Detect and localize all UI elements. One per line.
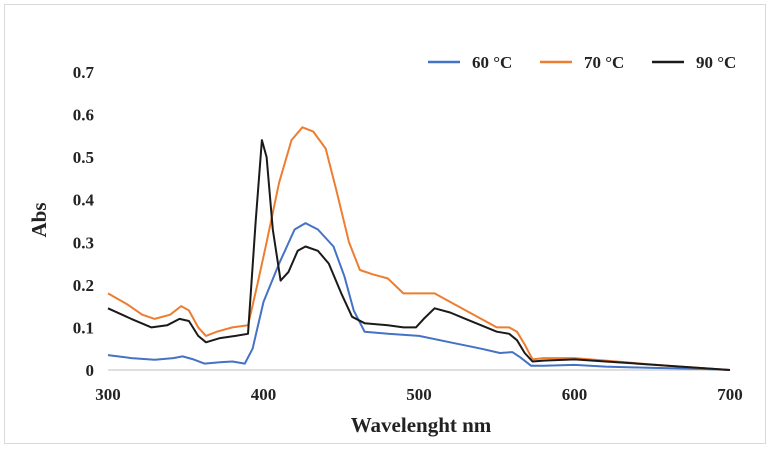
y-tick-label: 0.2 bbox=[73, 276, 94, 295]
series-line-2 bbox=[107, 139, 731, 371]
x-axis-title: Wavelenght nm bbox=[351, 413, 492, 437]
x-tick-label: 500 bbox=[406, 385, 432, 404]
y-tick-label: 0.7 bbox=[73, 63, 95, 82]
y-tick-label: 0.5 bbox=[73, 148, 94, 167]
y-axis-title: Abs bbox=[27, 202, 51, 237]
x-tick-label: 300 bbox=[95, 385, 121, 404]
legend: 60 °C 70 °C 90 °C bbox=[428, 53, 736, 72]
x-tick-label: 700 bbox=[717, 385, 743, 404]
y-tick-label: 0.6 bbox=[73, 106, 94, 125]
legend-label: 70 °C bbox=[584, 53, 624, 72]
legend-label: 60 °C bbox=[472, 53, 512, 72]
chart-frame bbox=[4, 4, 766, 444]
x-tick-label: 600 bbox=[562, 385, 588, 404]
series-layer bbox=[107, 126, 731, 371]
y-tick-label: 0.1 bbox=[73, 318, 94, 337]
y-tick-label: 0.3 bbox=[73, 233, 94, 252]
legend-label: 90 °C bbox=[696, 53, 736, 72]
series-line-1 bbox=[107, 126, 731, 371]
y-tick-label: 0 bbox=[86, 361, 95, 380]
x-tick-label: 400 bbox=[251, 385, 277, 404]
ticks-layer: 300 400 500 600 700 0 0.1 0.2 0.3 0.4 0.5 0.6 0.7 bbox=[73, 63, 743, 404]
y-tick-label: 0.4 bbox=[73, 191, 95, 210]
series-line-0 bbox=[107, 222, 731, 371]
